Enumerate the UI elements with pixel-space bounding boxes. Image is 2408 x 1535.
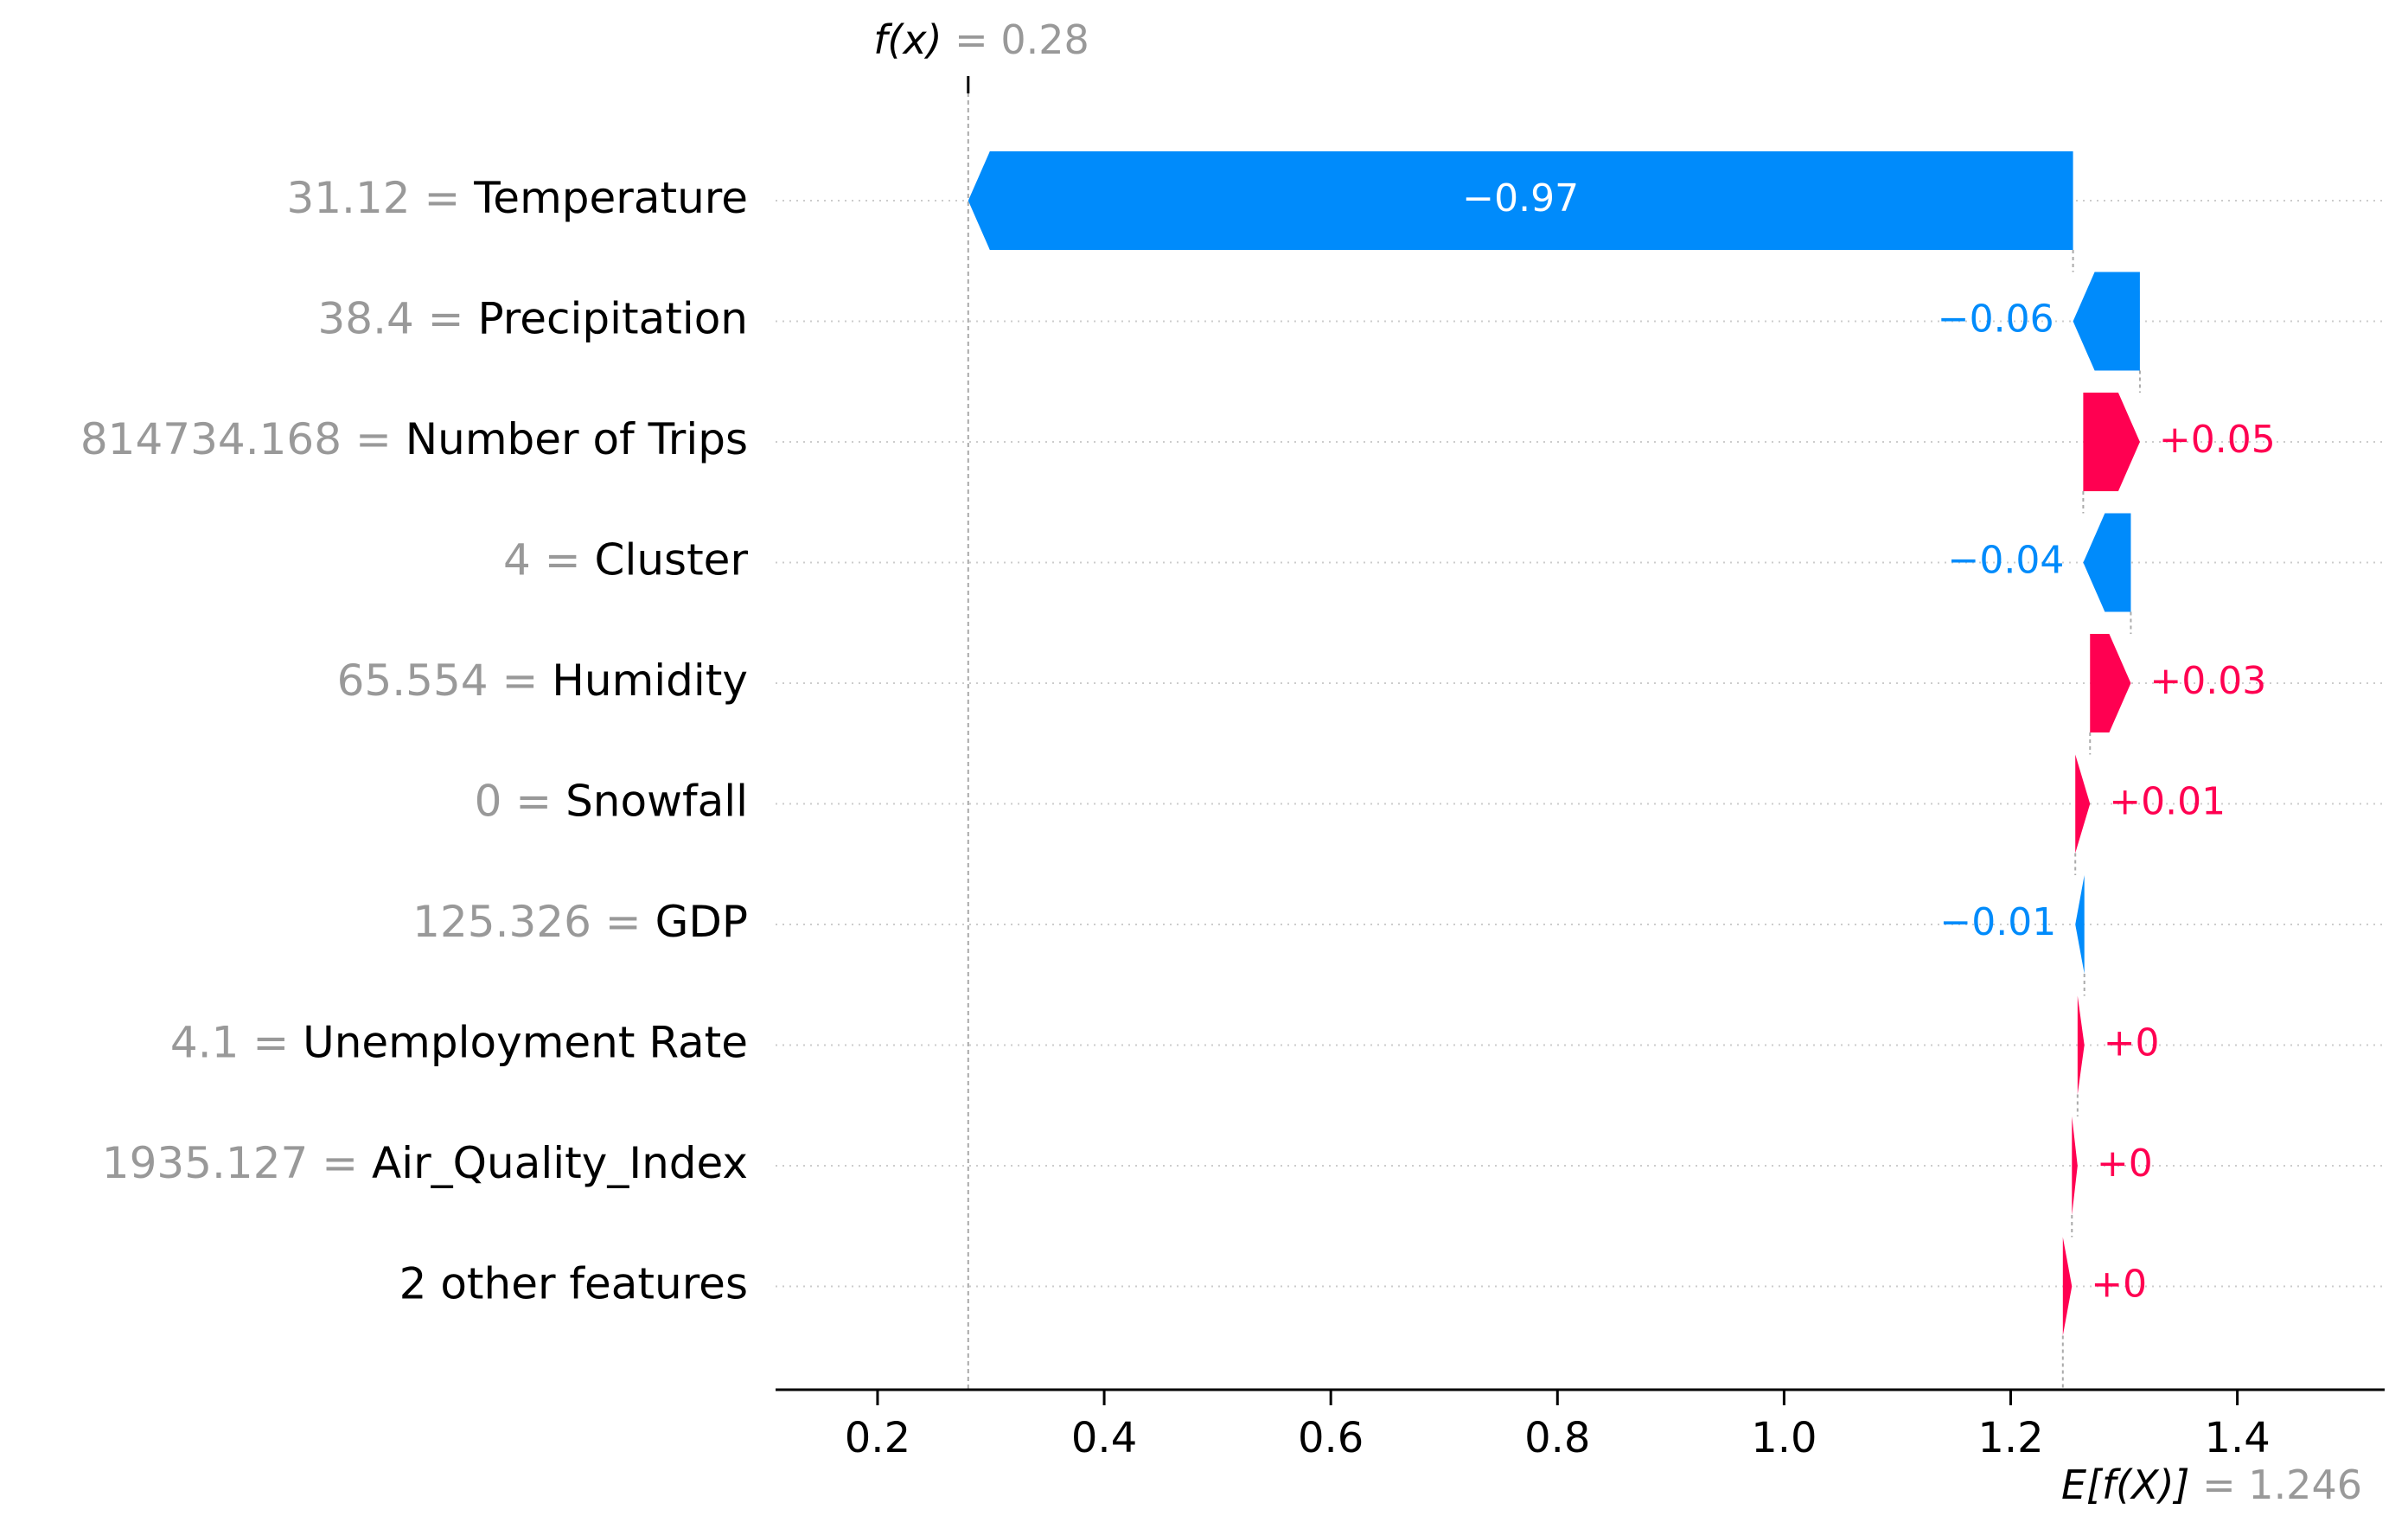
ex-value: 1.246 <box>2248 1461 2362 1508</box>
feature-name: Humidity <box>552 656 748 706</box>
fx-value: 0.28 <box>1000 16 1089 63</box>
feature-equals: = <box>342 414 406 464</box>
x-tick-label: 0.6 <box>1298 1414 1364 1462</box>
reference-lines <box>967 76 2141 1390</box>
feature-label: 2 other features <box>399 1258 748 1308</box>
feature-value: 814734.168 <box>80 414 342 464</box>
bar-5 <box>2075 754 2091 854</box>
feature-value: 38.4 <box>317 293 413 343</box>
feature-value: 31.12 <box>286 173 410 223</box>
fx-annotation: f(x) = 0.28 <box>873 16 1089 63</box>
x-tick-label: 1.4 <box>2204 1414 2270 1462</box>
x-tick-label: 1.2 <box>1977 1414 2043 1462</box>
feature-equals: = <box>239 1017 303 1067</box>
bar-7 <box>2077 995 2085 1095</box>
feature-label: 31.12 = Temperature <box>286 173 748 223</box>
x-tick-label: 1.0 <box>1751 1414 1817 1462</box>
feature-label: 125.326 = GDP <box>412 897 748 947</box>
bar-1 <box>2073 272 2140 371</box>
contribution-label: +0 <box>2104 1021 2160 1065</box>
bars: −0.97 −0.06 +0.05 −0.04 +0.03 +0.01 −0.01 +0 +0 +… <box>968 151 2276 1336</box>
feature-name: Cluster <box>595 534 749 585</box>
feature-equals: = <box>308 1138 372 1188</box>
contribution-label: −0.04 <box>1948 539 2065 583</box>
feature-value: 4 <box>503 534 531 585</box>
feature-name: Unemployment Rate <box>303 1017 748 1067</box>
bar-4 <box>2090 634 2131 732</box>
bar-6 <box>2075 875 2085 974</box>
feature-label: 38.4 = Precipitation <box>317 293 748 343</box>
feature-labels: 31.12 = Temperature 38.4 = Precipitation 8… <box>80 173 749 1309</box>
x-tick-label: 0.4 <box>1071 1414 1137 1462</box>
feature-value: 1935.127 <box>102 1138 309 1188</box>
feature-equals: = <box>531 534 595 585</box>
feature-name: GDP <box>655 897 748 947</box>
feature-name: Air_Quality_Index <box>372 1138 748 1188</box>
feature-equals: = <box>591 897 655 947</box>
bar-9 <box>2062 1237 2073 1336</box>
feature-label: 65.554 = Humidity <box>337 656 748 706</box>
feature-label: 814734.168 = Number of Trips <box>80 414 748 464</box>
feature-equals: = <box>411 173 475 223</box>
feature-value: 65.554 <box>337 656 489 706</box>
bar-0 <box>968 151 2073 250</box>
feature-label: 4.1 = Unemployment Rate <box>170 1017 748 1067</box>
feature-name: Number of Trips <box>406 414 748 464</box>
contribution-label: −0.06 <box>1938 297 2054 342</box>
fx-equals: = <box>942 16 1001 63</box>
feature-equals: = <box>489 656 552 706</box>
contribution-label: +0.01 <box>2109 780 2226 824</box>
bar-8 <box>2072 1116 2078 1215</box>
feature-label: 0 = Snowfall <box>475 776 748 826</box>
row-gridlines <box>776 200 2385 1288</box>
feature-value: 125.326 <box>412 897 591 947</box>
feature-name: Snowfall <box>565 776 748 826</box>
feature-equals: = <box>414 293 478 343</box>
contribution-label: +0 <box>2091 1263 2147 1307</box>
bar-2 <box>2083 393 2140 491</box>
ex-annotation: E[f(X)] = 1.246 <box>2061 1461 2362 1508</box>
contribution-label: −0.01 <box>1939 900 2056 944</box>
feature-value: 0 <box>475 776 502 826</box>
feature-equals: = <box>501 776 565 826</box>
bar-3 <box>2083 513 2131 612</box>
contribution-label: +0.03 <box>2149 659 2266 703</box>
contribution-label: +0 <box>2097 1142 2153 1186</box>
ex-equals: = <box>2190 1461 2249 1508</box>
feature-name: Precipitation <box>477 293 748 343</box>
feature-name: 2 other features <box>399 1258 748 1308</box>
x-axis: 0.2 0.4 0.6 0.8 1.0 1.2 1.4 <box>776 1388 2385 1462</box>
contribution-label: −0.97 <box>1462 176 1579 221</box>
feature-label: 1935.127 = Air_Quality_Index <box>102 1138 748 1188</box>
x-tick-label: 0.2 <box>845 1414 910 1462</box>
ex-label: E[f(X)] <box>2061 1461 2190 1508</box>
feature-name: Temperature <box>473 173 748 223</box>
feature-value: 4.1 <box>170 1017 240 1067</box>
feature-label: 4 = Cluster <box>503 534 748 585</box>
contribution-label: +0.05 <box>2159 418 2276 462</box>
x-tick-label: 0.8 <box>1524 1414 1590 1462</box>
fx-label: f(x) <box>873 16 942 63</box>
